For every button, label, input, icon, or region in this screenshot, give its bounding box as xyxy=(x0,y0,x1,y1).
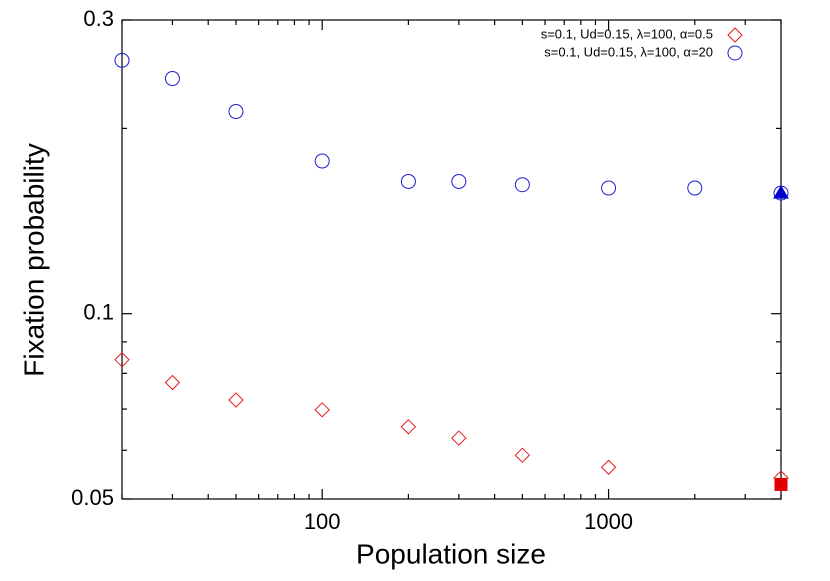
marker xyxy=(114,351,130,368)
marker xyxy=(773,185,789,199)
marker xyxy=(451,173,467,189)
legend-label: s=0.1, Ud=0.15, λ=100, α=0.5 xyxy=(541,26,713,41)
marker xyxy=(451,430,467,446)
marker xyxy=(514,447,531,463)
y-tick-label: 0.05 xyxy=(71,485,114,510)
plot-frame xyxy=(121,19,782,500)
marker xyxy=(774,477,788,491)
marker xyxy=(164,374,181,391)
marker xyxy=(228,392,244,408)
marker xyxy=(600,459,617,475)
marker xyxy=(400,419,417,435)
x-axis-title: Population size xyxy=(356,538,546,569)
marker xyxy=(314,153,330,169)
marker xyxy=(228,104,244,120)
marker xyxy=(164,71,180,87)
legend-marker xyxy=(727,45,743,61)
legend-marker xyxy=(727,27,743,43)
marker xyxy=(601,180,617,196)
marker xyxy=(687,180,703,196)
marker xyxy=(114,52,130,68)
y-axis-title: Fixation probability xyxy=(18,143,49,376)
marker xyxy=(314,402,330,418)
marker xyxy=(514,177,530,193)
x-tick-label: 1000 xyxy=(584,509,633,534)
y-tick-label: 0.1 xyxy=(83,300,114,325)
x-tick-label: 100 xyxy=(304,509,341,534)
y-tick-label: 0.3 xyxy=(83,6,114,31)
marker xyxy=(400,173,416,189)
legend-label: s=0.1, Ud=0.15, λ=100, α=20 xyxy=(544,44,713,59)
